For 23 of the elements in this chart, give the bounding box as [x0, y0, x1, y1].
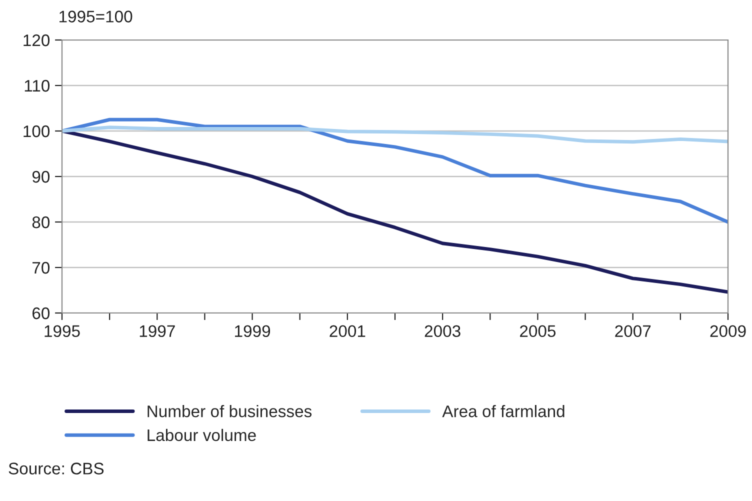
- source-note: Source: CBS: [8, 462, 104, 474]
- x-tick-label: 1995: [44, 325, 80, 338]
- y-tick-label: 120: [24, 34, 50, 46]
- y-tick-label: 90: [32, 170, 50, 183]
- x-tick-label: 2005: [520, 325, 556, 338]
- line-series: [62, 118, 728, 224]
- line-series: [62, 129, 728, 294]
- y-tick-label: 100: [24, 125, 50, 138]
- y-tick-label: 110: [24, 80, 50, 92]
- x-tick-label: 2003: [424, 325, 460, 338]
- y-tick-label: 60: [32, 307, 50, 320]
- y-axis-title: 1995=100: [60, 10, 132, 22]
- x-tick-label: 2009: [710, 325, 746, 338]
- x-tick-label: 1999: [235, 325, 270, 338]
- y-tick-label: 70: [32, 262, 50, 274]
- legend-label: Area of farmland: [442, 405, 564, 418]
- x-tick-label: 2001: [330, 325, 366, 338]
- legend-label: Number of businesses: [148, 405, 312, 418]
- x-tick-label: 1997: [140, 325, 175, 338]
- y-tick-label: 80: [32, 216, 50, 228]
- line-series: [62, 126, 728, 144]
- legend-label: Labour volume: [148, 428, 256, 442]
- x-tick-label: 2007: [615, 325, 651, 338]
